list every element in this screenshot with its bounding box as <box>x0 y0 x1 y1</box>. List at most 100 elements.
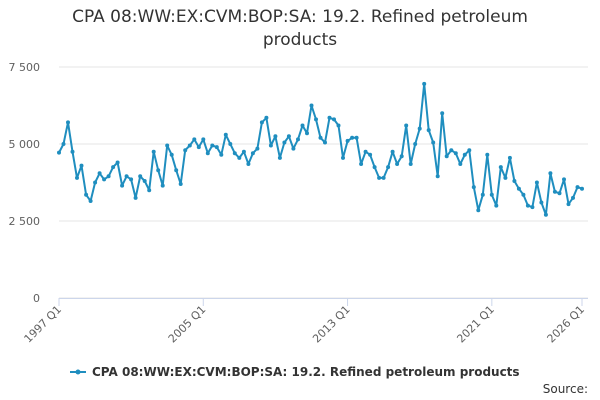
data-point[interactable] <box>273 134 278 139</box>
data-point[interactable] <box>129 177 134 182</box>
data-point[interactable] <box>255 146 260 151</box>
data-point[interactable] <box>431 140 436 145</box>
data-point[interactable] <box>286 134 291 139</box>
data-point[interactable] <box>557 191 562 196</box>
data-point[interactable] <box>106 174 111 179</box>
data-point[interactable] <box>277 155 282 160</box>
data-point[interactable] <box>413 142 418 146</box>
data-point[interactable] <box>219 152 224 157</box>
data-point[interactable] <box>196 145 201 150</box>
data-point[interactable] <box>138 174 143 179</box>
data-point[interactable] <box>485 152 490 157</box>
data-point[interactable] <box>187 143 192 148</box>
data-point[interactable] <box>296 137 300 142</box>
data-point[interactable] <box>440 111 445 116</box>
data-point[interactable] <box>539 200 544 205</box>
data-point[interactable] <box>399 154 404 159</box>
data-point[interactable] <box>259 120 264 125</box>
data-point[interactable] <box>66 120 70 125</box>
data-point[interactable] <box>88 199 93 203</box>
data-point[interactable] <box>97 171 102 176</box>
data-point[interactable] <box>151 149 156 154</box>
data-point[interactable] <box>381 175 386 180</box>
data-point[interactable] <box>503 175 508 180</box>
data-point[interactable] <box>336 123 341 128</box>
legend[interactable]: CPA 08:WW:EX:CVM:BOP:SA: 19.2. Refined p… <box>70 365 520 379</box>
data-point[interactable] <box>471 185 476 190</box>
data-point[interactable] <box>494 203 499 208</box>
data-point[interactable] <box>507 155 512 160</box>
data-point[interactable] <box>169 152 174 157</box>
data-point[interactable] <box>75 175 79 180</box>
data-point[interactable] <box>291 146 296 151</box>
data-point[interactable] <box>323 140 327 145</box>
data-point[interactable] <box>192 137 197 142</box>
data-point[interactable] <box>232 151 237 156</box>
data-point[interactable] <box>309 103 314 108</box>
data-point[interactable] <box>241 149 246 154</box>
data-point[interactable] <box>368 152 373 157</box>
data-point[interactable] <box>61 142 66 146</box>
data-point[interactable] <box>228 142 233 146</box>
data-point[interactable] <box>534 180 539 185</box>
data-point[interactable] <box>305 131 309 136</box>
data-point[interactable] <box>318 135 323 140</box>
data-point[interactable] <box>327 115 332 120</box>
data-point[interactable] <box>512 179 517 183</box>
data-point[interactable] <box>102 177 107 182</box>
data-point[interactable] <box>156 168 161 173</box>
data-point[interactable] <box>205 151 210 156</box>
data-point[interactable] <box>84 192 89 197</box>
data-point[interactable] <box>237 155 242 160</box>
data-point[interactable] <box>363 149 368 154</box>
data-point[interactable] <box>300 123 305 128</box>
data-point[interactable] <box>341 155 345 160</box>
data-point[interactable] <box>449 148 454 153</box>
data-point[interactable] <box>525 203 530 208</box>
data-point[interactable] <box>377 175 382 180</box>
data-point[interactable] <box>444 154 449 159</box>
data-point[interactable] <box>142 179 147 183</box>
data-point[interactable] <box>530 205 535 210</box>
data-point[interactable] <box>408 162 413 166</box>
data-point[interactable] <box>264 115 269 120</box>
data-point[interactable] <box>174 168 179 173</box>
data-point[interactable] <box>79 163 84 168</box>
data-point[interactable] <box>417 126 422 131</box>
data-point[interactable] <box>282 140 287 145</box>
data-point[interactable] <box>201 137 206 142</box>
data-point[interactable] <box>480 192 485 197</box>
data-point[interactable] <box>354 135 359 140</box>
data-point[interactable] <box>566 202 571 207</box>
data-point[interactable] <box>580 186 584 191</box>
data-point[interactable] <box>115 160 120 165</box>
data-point[interactable] <box>250 151 255 156</box>
data-point[interactable] <box>223 132 228 137</box>
data-point[interactable] <box>435 174 440 179</box>
data-point[interactable] <box>521 192 526 197</box>
data-point[interactable] <box>133 195 138 200</box>
data-point[interactable] <box>111 165 116 170</box>
data-point[interactable] <box>359 162 364 166</box>
data-point[interactable] <box>124 174 129 179</box>
data-point[interactable] <box>183 148 188 153</box>
data-point[interactable] <box>120 183 125 188</box>
data-point[interactable] <box>70 149 75 154</box>
data-point[interactable] <box>178 182 183 186</box>
data-point[interactable] <box>57 150 61 155</box>
data-point[interactable] <box>386 165 391 170</box>
data-point[interactable] <box>462 152 467 157</box>
data-point[interactable] <box>467 148 472 153</box>
data-point[interactable] <box>489 192 494 197</box>
data-point[interactable] <box>345 138 350 143</box>
data-point[interactable] <box>314 117 318 122</box>
data-point[interactable] <box>498 165 503 170</box>
data-point[interactable] <box>562 177 566 182</box>
data-point[interactable] <box>372 165 377 170</box>
data-point[interactable] <box>214 145 219 150</box>
data-point[interactable] <box>395 162 400 166</box>
data-point[interactable] <box>390 149 395 154</box>
data-point[interactable] <box>165 143 170 148</box>
data-point[interactable] <box>453 151 458 156</box>
data-point[interactable] <box>422 81 427 86</box>
